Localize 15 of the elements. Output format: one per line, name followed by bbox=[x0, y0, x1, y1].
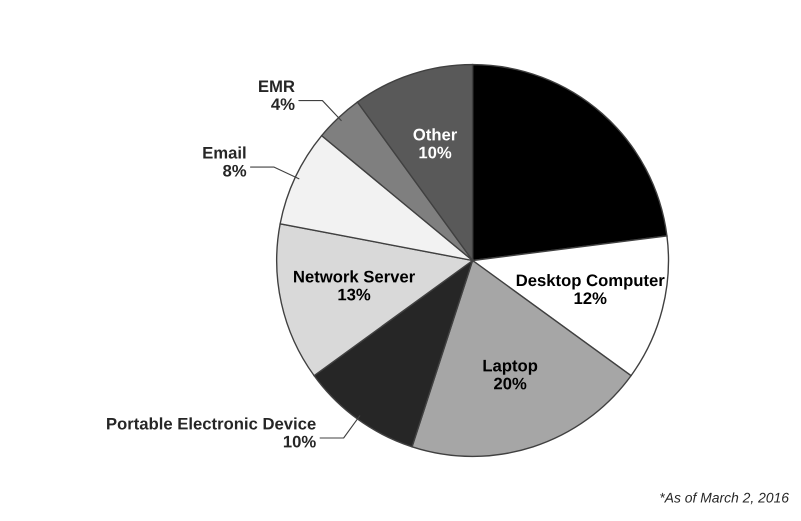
data-label: 10% bbox=[284, 436, 316, 448]
slice-label: Email bbox=[203, 146, 246, 159]
data-label: 12% bbox=[574, 292, 606, 304]
slice-label: Other bbox=[414, 128, 458, 140]
slice-label: Portable Electronic Device bbox=[107, 417, 316, 430]
data-label: 10% bbox=[419, 146, 452, 158]
data-label: 20% bbox=[494, 378, 526, 390]
slice-label: EMR bbox=[259, 80, 295, 92]
slice-label: Desktop Computer bbox=[516, 274, 665, 290]
slice-label: Laptop bbox=[483, 360, 538, 375]
text: *As of March 2, 2016 bbox=[660, 492, 789, 504]
data-label: 13% bbox=[338, 288, 370, 300]
data-label: 8% bbox=[223, 164, 246, 177]
data-label: 4% bbox=[271, 98, 295, 110]
slice-label: Network Server bbox=[294, 270, 415, 282]
